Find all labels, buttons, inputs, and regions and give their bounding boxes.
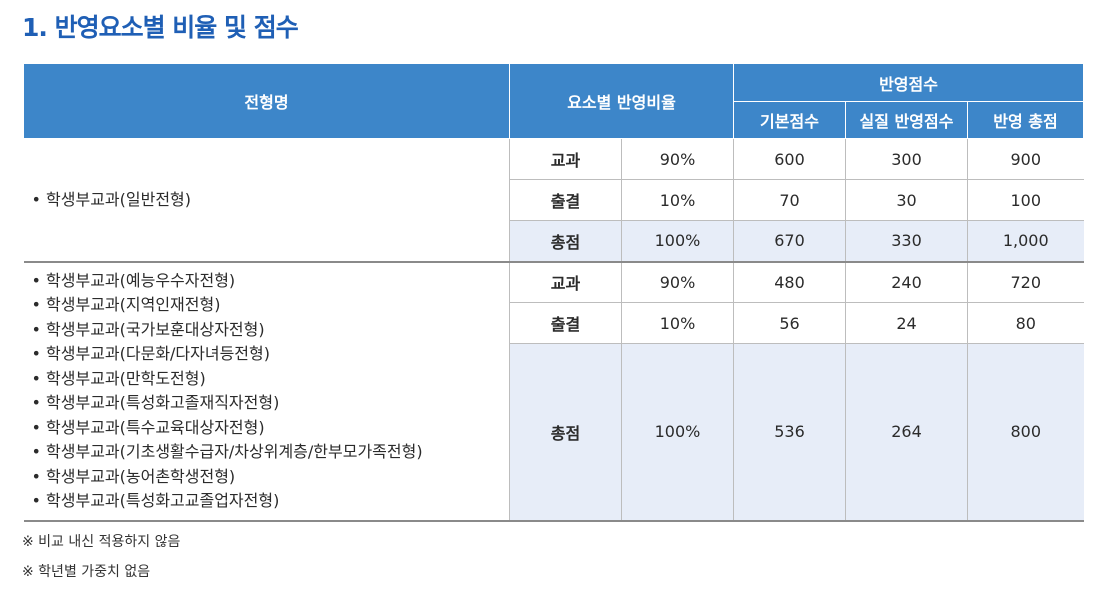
admission-name: 학생부교과(특수교육대상자전형) [32, 416, 510, 441]
actual-cell: 24 [845, 302, 968, 344]
basic-cell: 536 [733, 343, 846, 522]
table-row-total: 총점 100% 670 330 1,000 [24, 220, 1084, 263]
row-label: 총점 [509, 343, 622, 522]
admission-name: 학생부교과(예능우수자전형) [32, 269, 510, 294]
footnote: ※ 학년별 가중치 없음 [22, 564, 151, 580]
admission-name: 학생부교과(지역인재전형) [32, 293, 510, 318]
admission-name: 학생부교과(기초생활수급자/차상위계층/한부모가족전형) [32, 440, 510, 465]
ratio-cell: 100% [621, 343, 734, 522]
basic-cell: 480 [733, 261, 846, 303]
footnote: ※ 비교 내신 적용하지 않음 [22, 534, 181, 550]
header-basic: 기본점수 [733, 101, 846, 139]
total-cell: 720 [966, 261, 1084, 303]
admission-name: 학생부교과(국가보훈대상자전형) [32, 318, 510, 343]
basic-cell: 70 [733, 179, 846, 221]
table-row: 출결 10% 56 24 80 [24, 302, 1084, 344]
ratio-cell: 10% [621, 179, 734, 221]
ratio-cell: 90% [621, 261, 734, 303]
ratio-cell: 10% [621, 302, 734, 344]
admission-name: 학생부교과(일반전형) [32, 188, 510, 213]
row-label: 교과 [509, 138, 622, 180]
actual-cell: 264 [845, 343, 968, 522]
header-name: 전형명 [23, 63, 510, 139]
ratio-cell: 90% [621, 138, 734, 180]
page-title: 1. 반영요소별 비율 및 점수 [22, 13, 299, 42]
basic-cell: 670 [733, 220, 846, 263]
row-label: 교과 [509, 261, 622, 303]
header-total: 반영 총점 [966, 101, 1085, 139]
table-row-total: 총점 100% 536 264 800 [24, 343, 1084, 522]
admission-name-cell: 학생부교과(예능우수자전형) 학생부교과(지역인재전형) 학생부교과(국가보훈대… [23, 261, 510, 522]
total-cell: 80 [966, 302, 1084, 344]
admission-name: 학생부교과(농어촌학생전형) [32, 465, 510, 490]
actual-cell: 300 [845, 138, 968, 180]
total-cell: 900 [966, 138, 1084, 180]
total-cell: 800 [966, 343, 1084, 522]
row-label: 출결 [509, 179, 622, 221]
row-label: 출결 [509, 302, 622, 344]
admission-name: 학생부교과(특성화고졸재직자전형) [32, 391, 510, 416]
header-ratio: 요소별 반영비율 [509, 63, 734, 139]
actual-cell: 30 [845, 179, 968, 221]
ratio-cell: 100% [621, 220, 734, 263]
basic-cell: 600 [733, 138, 846, 180]
footnotes: ※ 비교 내신 적용하지 않음 ※ 학년별 가중치 없음 [22, 530, 180, 590]
admission-name: 학생부교과(특성화고교졸업자전형) [32, 489, 510, 514]
admission-name: 학생부교과(다문화/다자녀등전형) [32, 342, 510, 367]
basic-cell: 56 [733, 302, 846, 344]
header-actual: 실질 반영점수 [845, 101, 968, 139]
admission-name: 학생부교과(만학도전형) [32, 367, 510, 392]
table-row: 학생부교과(예능우수자전형) 학생부교과(지역인재전형) 학생부교과(국가보훈대… [23, 261, 1084, 522]
header-score-group: 반영점수 [732, 63, 1085, 102]
row-label: 총점 [509, 220, 622, 263]
actual-cell: 240 [845, 261, 968, 303]
total-cell: 100 [966, 179, 1084, 221]
actual-cell: 330 [845, 220, 968, 263]
total-cell: 1,000 [966, 220, 1084, 263]
admission-name-cell: 학생부교과(일반전형) [23, 138, 510, 263]
table-row: 출결 10% 70 30 100 [24, 179, 1084, 221]
table-row: 학생부교과(일반전형) 교과 90% 600 300 900 [23, 138, 1084, 263]
score-table: 전형명 요소별 반영비율 반영점수 기본점수 실질 반영점수 반영 총점 학생부… [23, 63, 1085, 522]
